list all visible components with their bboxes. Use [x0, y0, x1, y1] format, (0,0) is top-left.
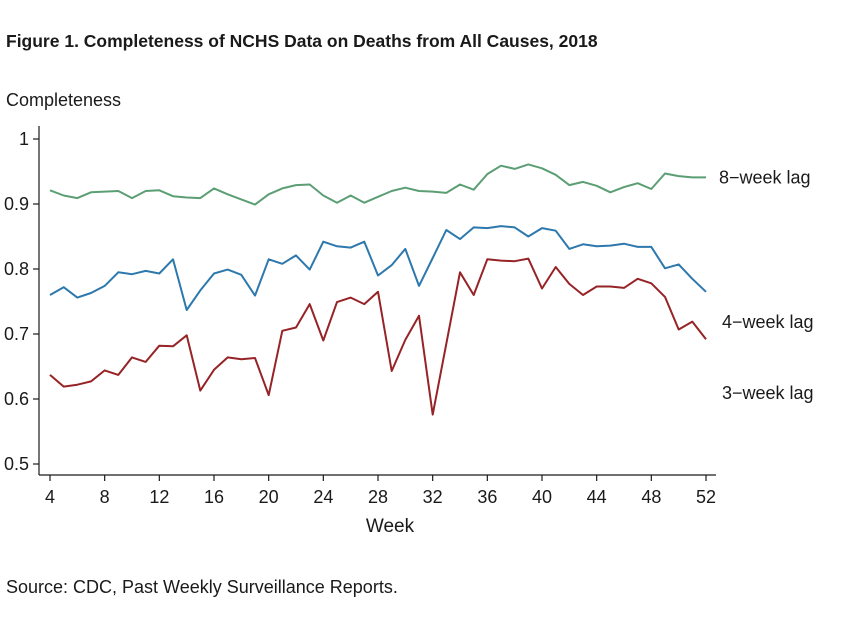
x-tick-label: 24	[313, 487, 333, 507]
x-tick-label: 52	[696, 487, 716, 507]
series-label-1: 8−week lag	[719, 167, 811, 187]
series-label-2: 4−week lag	[722, 312, 814, 332]
y-tick-label: 0.9	[4, 194, 29, 214]
x-tick-label: 12	[149, 487, 169, 507]
x-tick-label: 28	[368, 487, 388, 507]
y-tick-label: 0.6	[4, 389, 29, 409]
y-tick-label: 1	[19, 129, 29, 149]
series-label-3: 3−week lag	[722, 383, 814, 403]
x-tick-label: 32	[423, 487, 443, 507]
y-tick-label: 0.5	[4, 454, 29, 474]
x-tick-label: 44	[587, 487, 607, 507]
x-tick-label: 48	[641, 487, 661, 507]
x-tick-label: 36	[477, 487, 497, 507]
series-line-1	[49, 163, 706, 206]
y-tick-label: 0.8	[4, 259, 29, 279]
y-axis-label: Completeness	[6, 90, 122, 110]
series-line-3	[49, 257, 707, 416]
x-tick-label: 8	[100, 487, 110, 507]
x-tick-label: 40	[532, 487, 552, 507]
x-tick-label: 4	[45, 487, 55, 507]
x-tick-label: 20	[259, 487, 279, 507]
series-line-2	[49, 225, 707, 311]
x-axis-label: Week	[366, 516, 415, 537]
y-tick-label: 0.7	[4, 324, 29, 344]
source-note: Source: CDC, Past Weekly Surveillance Re…	[6, 577, 398, 597]
chart-title: Figure 1. Completeness of NCHS Data on D…	[6, 31, 598, 51]
x-tick-label: 16	[204, 487, 224, 507]
